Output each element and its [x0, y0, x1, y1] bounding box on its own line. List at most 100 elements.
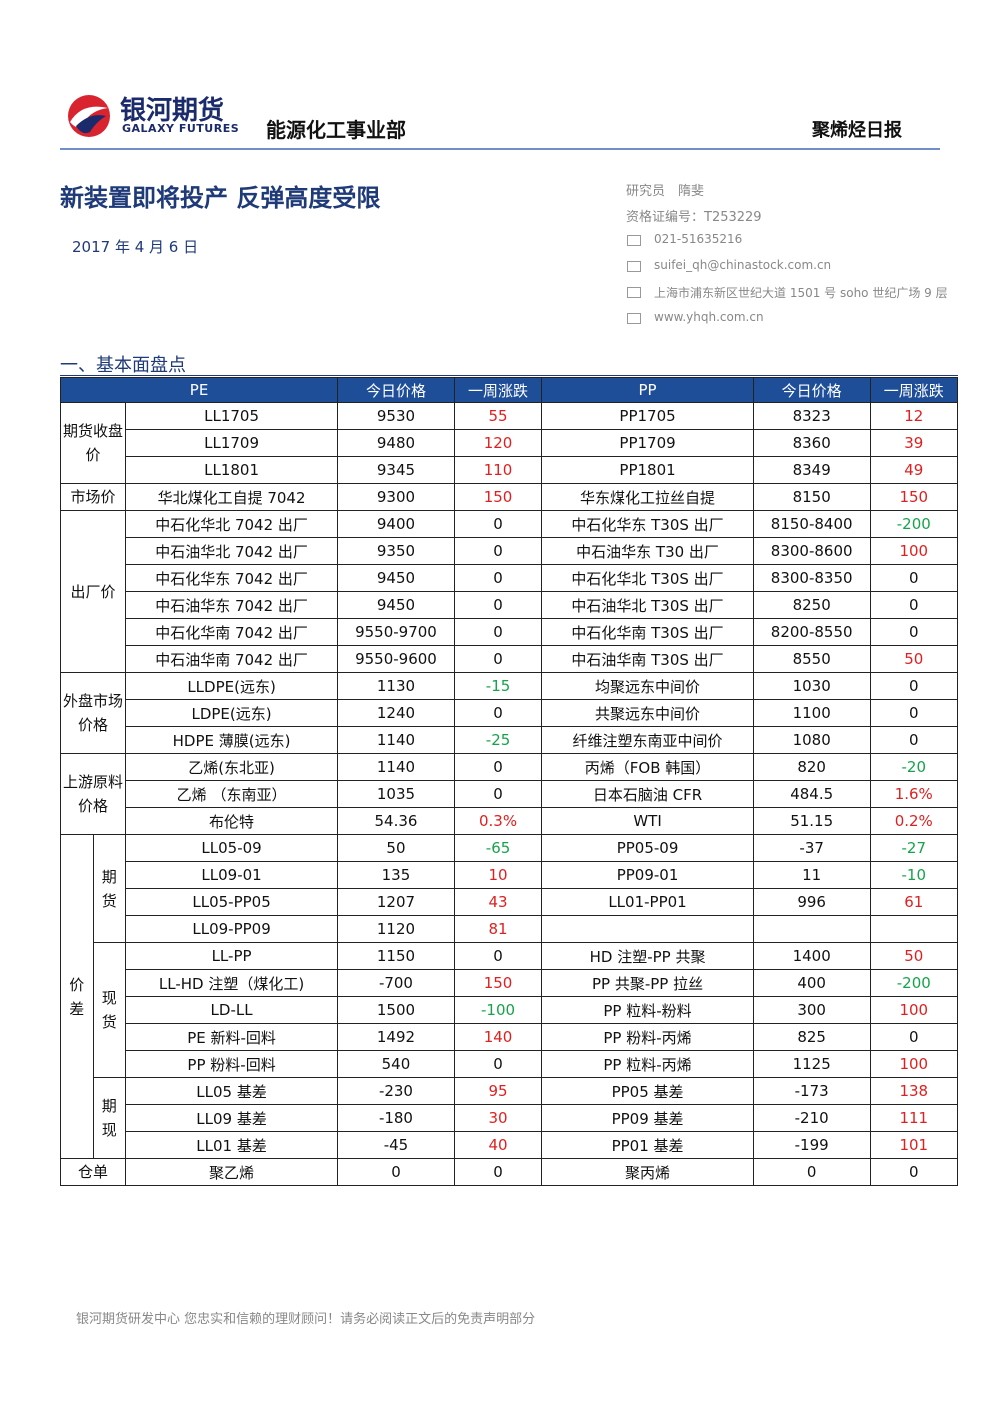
report-date: 2017 年 4 月 6 日	[72, 238, 199, 256]
change-cell: 0	[453, 753, 543, 781]
section-rule	[60, 375, 958, 376]
web-icon	[627, 313, 641, 324]
price-cell: 1150	[337, 942, 455, 970]
price-cell: 996	[752, 888, 871, 916]
item-cell: LD-LL	[124, 996, 339, 1024]
table-row: LL09-PP09 1120 81	[61, 915, 959, 943]
price-cell: 484.5	[752, 780, 871, 808]
table-row: 期现 LL05 基差 -230 95 PP05 基差 -173 138	[61, 1077, 959, 1159]
change-cell: 100	[869, 1050, 959, 1078]
change-cell: 50	[869, 942, 959, 970]
price-cell: 300	[752, 996, 871, 1024]
price-cell: 8349	[752, 456, 871, 484]
item-cell: PP09 基差	[541, 1104, 754, 1132]
price-cell: 1240	[337, 699, 455, 727]
price-cell: -180	[337, 1104, 455, 1132]
change-cell: -100	[453, 996, 543, 1024]
price-cell: 1080	[752, 726, 871, 754]
price-cell: 1400	[752, 942, 871, 970]
item-cell: 乙烯(东北亚)	[124, 753, 339, 781]
price-cell: 54.36	[337, 807, 455, 835]
item-cell: LL05 基差	[124, 1077, 339, 1105]
item-cell: 聚丙烯	[541, 1158, 754, 1186]
change-cell: -20	[869, 753, 959, 781]
price-cell: 51.15	[752, 807, 871, 835]
change-cell: 43	[453, 888, 543, 916]
price-cell: 540	[337, 1050, 455, 1078]
subgroup-label: 期现	[92, 1077, 126, 1159]
price-cell: 400	[752, 969, 871, 997]
change-cell: 49	[869, 456, 959, 484]
header-cell: 一周涨跌	[869, 377, 959, 403]
table-row: LL05-PP05 1207 43 LL01-PP01 996 61	[61, 888, 959, 916]
header-cell: 一周涨跌	[453, 377, 543, 403]
table-row: 现货 LL-PP 1150 0 HD 注塑-PP 共聚 1400 50	[61, 942, 959, 1078]
change-cell: 0	[453, 1050, 543, 1078]
item-cell: PP01 基差	[541, 1131, 754, 1159]
change-cell: 0	[453, 591, 543, 619]
table-row: 布伦特 54.36 0.3% WTI 51.15 0.2%	[61, 807, 959, 835]
change-cell: 150	[453, 969, 543, 997]
item-cell: 中石化华北 7042 出厂	[124, 510, 339, 538]
table-row: LL01 基差 -45 40 PP01 基差 -199 101	[61, 1131, 959, 1159]
logo-text: 银河期货	[120, 96, 225, 126]
item-cell: WTI	[541, 807, 754, 835]
price-cell: 50	[337, 834, 455, 862]
change-cell: 0.3%	[453, 807, 543, 835]
empty-cell	[869, 915, 959, 943]
item-cell: 华东煤化工拉丝自提	[541, 483, 754, 511]
header-rule	[60, 148, 940, 150]
item-cell: 中石化华南 T30S 出厂	[541, 618, 754, 646]
change-cell: 0	[869, 699, 959, 727]
item-cell: 中石油华南 7042 出厂	[124, 645, 339, 673]
price-cell: 1120	[337, 915, 455, 943]
item-cell: HDPE 薄膜(远东)	[124, 726, 339, 754]
table-row: LD-LL 1500 -100 PP 粒料-粉料 300 100	[61, 996, 959, 1024]
subgroup-label: 期货	[92, 834, 126, 943]
change-cell: 50	[869, 645, 959, 673]
item-cell: LL1801	[124, 456, 339, 484]
price-cell: 820	[752, 753, 871, 781]
item-cell: 日本石脑油 CFR	[541, 780, 754, 808]
table-row: HDPE 薄膜(远东) 1140 -25 纤维注塑东南亚中间价 1080 0	[61, 726, 959, 754]
item-cell: LL-HD 注塑（煤化工)	[124, 969, 339, 997]
researcher: 研究员 隋斐	[626, 184, 705, 199]
change-cell: 0	[453, 645, 543, 673]
table-row: PE 新料-回料 1492 140 PP 粉料-丙烯 825 0	[61, 1023, 959, 1051]
table-row: LL09 基差 -180 30 PP09 基差 -210 111	[61, 1104, 959, 1132]
item-cell: LL09-PP09	[124, 915, 339, 943]
footer: 银河期货研发中心 您忠实和信赖的理财顾问！请务必阅读正文后的免责声明部分	[76, 1312, 536, 1327]
change-cell: 150	[869, 483, 959, 511]
item-cell: 中石化华北 T30S 出厂	[541, 564, 754, 592]
group-label: 期货收盘价	[60, 402, 126, 484]
certificate: 资格证编号：T253229	[626, 210, 762, 225]
change-cell: 0	[453, 780, 543, 808]
item-cell: PP1709	[541, 429, 754, 457]
table-row: LL1801 9345 110 PP1801 8349 49	[61, 456, 959, 484]
item-cell: LL01 基差	[124, 1131, 339, 1159]
table-row: 仓单 聚乙烯 0 0 聚丙烯 0 0	[60, 1158, 959, 1186]
price-cell: 8300-8600	[752, 537, 871, 565]
change-cell: 40	[453, 1131, 543, 1159]
phone-icon	[627, 235, 641, 246]
change-cell: -65	[453, 834, 543, 862]
change-cell: 61	[869, 888, 959, 916]
change-cell: 30	[453, 1104, 543, 1132]
change-cell: 101	[869, 1131, 959, 1159]
phone: 021-51635216	[654, 232, 743, 246]
price-cell: -37	[752, 834, 871, 862]
price-cell: 1100	[752, 699, 871, 727]
change-cell: 10	[453, 861, 543, 889]
change-cell: 39	[869, 429, 959, 457]
item-cell: LL05-PP05	[124, 888, 339, 916]
group-label: 仓单	[60, 1158, 126, 1186]
change-cell: 0	[453, 537, 543, 565]
change-cell: 0	[869, 726, 959, 754]
item-cell: PP1705	[541, 402, 754, 430]
website: www.yhqh.com.cn	[654, 310, 764, 324]
header-cell: PE	[59, 377, 339, 403]
subgroup-label: 现货	[92, 942, 126, 1078]
item-cell: PP 共聚-PP 拉丝	[541, 969, 754, 997]
empty-cell	[752, 915, 871, 943]
price-cell: 9550-9700	[337, 618, 455, 646]
